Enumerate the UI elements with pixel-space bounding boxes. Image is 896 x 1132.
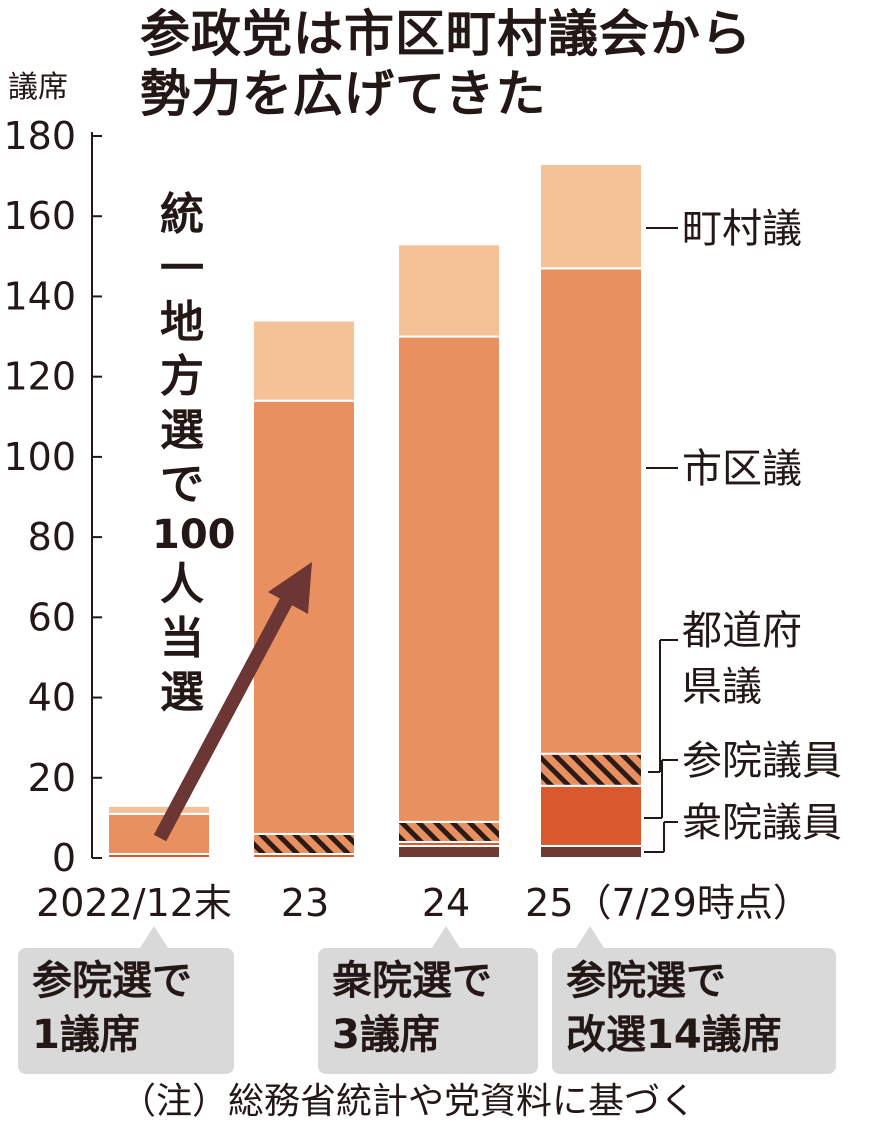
growth-arrow-head	[268, 562, 312, 614]
bar-segment	[252, 832, 356, 855]
note-line: 改選14議席	[566, 1012, 782, 1058]
annotation-char: 方	[160, 351, 204, 402]
note-pointer	[140, 926, 168, 948]
note-upper-house-2025: 参院選で 改選14議席	[552, 948, 836, 1074]
bar-segment	[539, 844, 643, 860]
legend-label: 町村議	[682, 206, 802, 252]
y-tick-label: 140	[3, 274, 76, 318]
annotation-unified-election: 統一地方選で 100 人当選	[152, 188, 236, 720]
bar-segment	[397, 820, 501, 843]
annotation-char: 選	[160, 667, 204, 718]
y-tick-label: 80	[28, 515, 76, 559]
note-pointer	[432, 926, 460, 948]
bar-segment	[252, 319, 356, 402]
note-lower-house-2024: 衆院選で 3議席	[318, 948, 538, 1074]
bar-segment	[397, 335, 501, 823]
y-tick-label: 40	[28, 676, 76, 720]
annotation-char: 100	[152, 512, 236, 558]
note-line: 参院選で	[32, 958, 192, 1004]
annotation-char: 一	[160, 243, 204, 294]
bar-segment	[539, 752, 643, 787]
bar-segment	[252, 399, 356, 835]
annotation-char: で	[160, 459, 204, 510]
note-line: 参院選で	[566, 958, 726, 1004]
annotation-char: 選	[160, 405, 204, 456]
chart-title: 参政党は市区町村議会から 勢力を広げてきた	[140, 4, 880, 124]
note-upper-house-2022: 参院選で 1議席	[18, 948, 234, 1074]
annotation-char: 人	[160, 559, 204, 610]
legend-label: 都道府	[682, 608, 802, 654]
annotation-char: 地	[160, 297, 204, 348]
note-line: 1議席	[32, 1012, 140, 1058]
x-tick-label: 2022/12末	[36, 881, 232, 925]
annotation-char: 当	[160, 613, 204, 664]
bar-segment	[539, 267, 643, 755]
bar-segment	[107, 804, 211, 815]
y-tick-label: 160	[3, 194, 76, 238]
x-tick-label: 23	[281, 881, 329, 925]
bar-segment	[539, 784, 643, 847]
legend-label: 市区議	[682, 446, 802, 492]
annotation-char: 統	[160, 189, 204, 240]
y-tick-label: 60	[28, 595, 76, 639]
y-tick-label: 0	[52, 836, 76, 880]
source-footnote: （注）総務省統計や党資料に基づく	[120, 1081, 697, 1122]
legend-label: 参院議員	[682, 738, 842, 784]
x-tick-label: 24	[422, 881, 470, 925]
chart-title-line1: 参政党は市区町村議会から	[140, 5, 752, 63]
bar-segment	[397, 243, 501, 338]
legend-label: 衆院議員	[682, 800, 842, 846]
y-axis-unit: 議席	[8, 70, 68, 105]
legend-label: 県議	[682, 664, 762, 710]
bar-segment	[539, 163, 643, 270]
y-tick-label: 100	[3, 435, 76, 479]
note-pointer	[576, 926, 604, 948]
chart-title-line2: 勢力を広げてきた	[140, 65, 547, 123]
note-line: 3議席	[332, 1012, 440, 1058]
bar-segment	[397, 844, 501, 860]
growth-arrow-shaft	[153, 594, 295, 842]
note-line: 衆院選で	[332, 958, 492, 1004]
y-tick-label: 180	[3, 114, 76, 158]
y-tick-label: 120	[3, 355, 76, 399]
x-tick-label: 25（7/29時点）	[525, 881, 811, 925]
y-tick-label: 20	[28, 756, 76, 800]
